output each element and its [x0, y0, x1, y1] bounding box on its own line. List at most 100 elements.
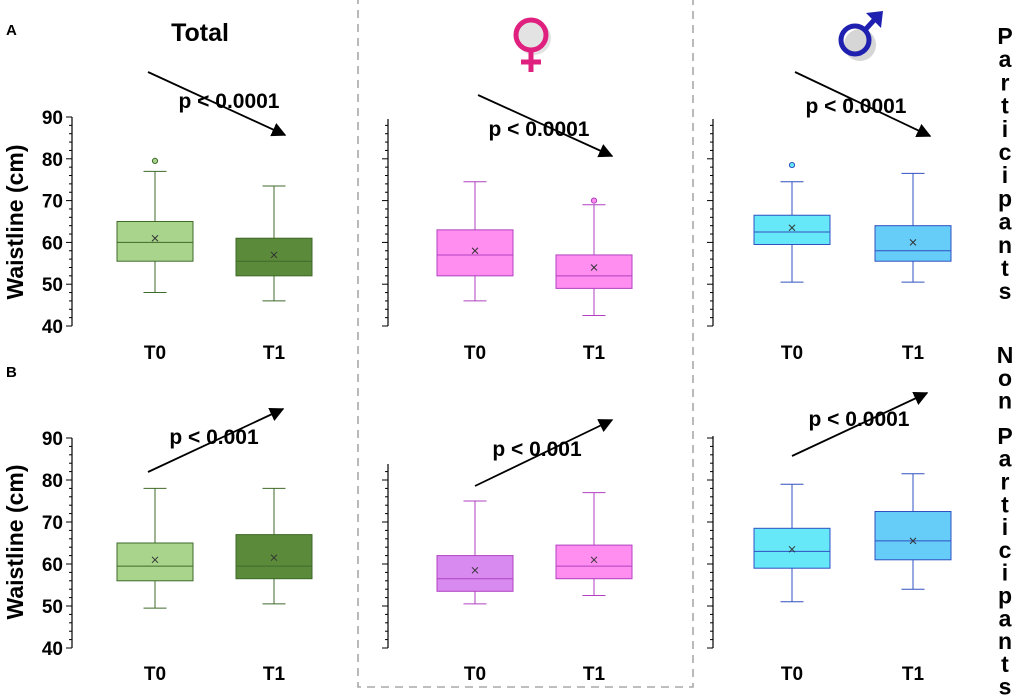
box-iqr: [555, 544, 633, 580]
outlier-point: [590, 197, 598, 204]
row-label-letter: n: [998, 232, 1012, 258]
box-iqr: [436, 229, 514, 277]
x-tick-label: T0: [144, 664, 166, 685]
box-iqr: [116, 221, 194, 262]
row-label-letter: n: [998, 628, 1012, 654]
row-label-letter: t: [1001, 93, 1009, 119]
x-tick-label: T1: [263, 664, 286, 685]
row-label-letter: o: [998, 365, 1012, 391]
trend-arrow: [474, 419, 614, 487]
trend-arrow: [147, 407, 285, 473]
row-label-letter: c: [999, 139, 1012, 165]
box-iqr: [874, 225, 952, 262]
row-label-letter: a: [999, 46, 1012, 72]
mean-marker: [909, 537, 917, 545]
box-iqr: [555, 254, 633, 289]
box-t0: T0: [753, 483, 831, 685]
x-tick-label: T1: [902, 343, 925, 364]
box-t1: T1: [235, 185, 313, 364]
row-label-letter: P: [997, 423, 1012, 449]
y-tick-label: 60: [42, 233, 63, 254]
outlier-point: [788, 161, 796, 169]
y-tick-label: 90: [42, 108, 63, 129]
box-iqr: [753, 214, 831, 245]
y-tick-label: 50: [42, 275, 63, 296]
mean-marker: [788, 224, 796, 232]
row-label-letter: P: [997, 23, 1012, 49]
x-tick-label: T0: [464, 343, 486, 364]
box-plot-grid: 40 50 60 70 80 90 T0 T1 p < 0.0001 T0 T1 p < 0.0001…: [42, 71, 952, 685]
y-tick-label: 80: [42, 150, 63, 171]
row-label-letter: p: [998, 185, 1012, 211]
row-label-letter: r: [1001, 69, 1010, 95]
box-t1: T1: [874, 473, 952, 685]
mean-marker: [151, 234, 159, 242]
row-label-letter: s: [999, 674, 1012, 698]
y-tick-label: 70: [42, 192, 63, 213]
chart-b-total: 40 50 60 70 80 90 T0 T1 p < 0.001: [42, 407, 313, 685]
trend-arrow: [791, 391, 929, 457]
column-title-total: Total: [171, 19, 229, 47]
y-tick-label: 90: [42, 429, 63, 450]
row-label-letter: i: [1002, 514, 1008, 540]
y-tick-label: 50: [42, 597, 63, 618]
row-label-letter: i: [1002, 560, 1008, 586]
x-tick-label: T1: [263, 343, 286, 364]
x-tick-label: T0: [781, 343, 803, 364]
row-label-letter: p: [998, 583, 1012, 609]
p-value-annotation: p < 0.0001: [809, 408, 910, 431]
y-tick-label: 80: [42, 471, 63, 492]
female-column-frame: [357, 0, 694, 688]
male-symbol-icon: [838, 11, 883, 61]
box-iqr: [116, 542, 194, 582]
box-iqr: [436, 555, 514, 592]
row-label-letter: s: [999, 278, 1012, 304]
box-iqr: [235, 534, 313, 580]
x-tick-label: T0: [144, 343, 166, 364]
row-label-letter: a: [999, 605, 1012, 631]
row-label-letter: t: [1001, 491, 1009, 517]
y-axis-title-b: Waistline (cm): [2, 464, 28, 619]
y-tick-label: 70: [42, 513, 63, 534]
x-tick-label: T0: [464, 664, 486, 685]
row-label-letter: i: [1002, 162, 1008, 188]
y-tick-label: 60: [42, 555, 63, 576]
box-t0: T0: [116, 157, 194, 364]
mean-marker: [151, 556, 159, 564]
box-iqr: [753, 527, 831, 569]
chart-b-male: T0 T1 p < 0.0001: [707, 391, 952, 685]
box-t1: T1: [235, 487, 313, 685]
female-symbol-icon: [513, 17, 551, 72]
y-tick-label: 40: [42, 317, 63, 338]
box-iqr: [235, 237, 313, 277]
mean-marker: [909, 239, 917, 246]
trend-arrow: [477, 94, 614, 158]
mean-marker: [471, 247, 479, 255]
mean-marker: [788, 545, 796, 553]
mean-marker: [270, 251, 278, 259]
p-value-annotation: p < 0.0001: [806, 95, 907, 118]
p-value-annotation: p < 0.0001: [179, 90, 280, 113]
p-value-annotation: p < 0.001: [169, 426, 259, 449]
box-iqr: [874, 511, 952, 561]
trend-arrow: [794, 71, 932, 137]
outlier-point: [151, 157, 159, 164]
chart-a-male: T0 T1 p < 0.0001: [707, 71, 952, 364]
box-t0: T0: [436, 181, 514, 364]
y-axis-title-a: Waistline (cm): [2, 144, 28, 299]
row-label-letter: a: [999, 446, 1012, 472]
row-label-letter: N: [997, 342, 1014, 368]
x-tick-label: T1: [583, 664, 606, 685]
mean-marker: [590, 556, 598, 564]
panel-a-label: A: [6, 22, 17, 39]
row-label-letter: r: [1001, 469, 1010, 495]
x-tick-label: T0: [781, 664, 803, 685]
trend-arrow: [147, 71, 287, 137]
chart-b-female: T0 T1 p < 0.001: [382, 419, 633, 685]
x-tick-label: T1: [902, 664, 925, 685]
x-tick-label: T1: [583, 343, 606, 364]
mean-marker: [590, 264, 598, 271]
